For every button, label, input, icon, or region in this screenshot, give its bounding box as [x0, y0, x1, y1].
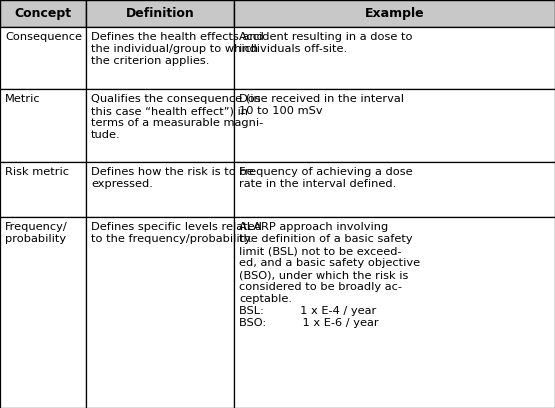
- Text: Frequency/
probability: Frequency/ probability: [5, 222, 68, 244]
- Text: Defines how the risk is to be
expressed.: Defines how the risk is to be expressed.: [91, 167, 254, 189]
- Bar: [86, 162, 234, 217]
- Bar: [86, 0, 234, 27]
- Text: Defines the health effects and
the individual/group to which
the criterion appli: Defines the health effects and the indiv…: [91, 32, 264, 66]
- Bar: [234, 27, 555, 89]
- Text: Example: Example: [365, 7, 425, 20]
- Bar: [86, 89, 234, 162]
- Text: Defines specific levels related
to the frequency/probability.: Defines specific levels related to the f…: [91, 222, 262, 244]
- Text: Consequence: Consequence: [5, 32, 82, 42]
- Text: Qualifies the consequence (in
this case “health effect”) in
terms of a measurabl: Qualifies the consequence (in this case …: [91, 94, 263, 140]
- Bar: [86, 27, 234, 89]
- Bar: [0, 89, 86, 162]
- Bar: [86, 217, 234, 408]
- Bar: [0, 217, 86, 408]
- Text: Dose received in the interval
10 to 100 mSv: Dose received in the interval 10 to 100 …: [239, 94, 404, 116]
- Text: Accident resulting in a dose to
individuals off-site.: Accident resulting in a dose to individu…: [239, 32, 412, 54]
- Bar: [234, 0, 555, 27]
- Bar: [0, 27, 86, 89]
- Text: Frequency of achieving a dose
rate in the interval defined.: Frequency of achieving a dose rate in th…: [239, 167, 412, 189]
- Text: Metric: Metric: [5, 94, 41, 104]
- Text: Definition: Definition: [125, 7, 194, 20]
- Bar: [0, 162, 86, 217]
- Text: Concept: Concept: [14, 7, 72, 20]
- Text: Risk metric: Risk metric: [5, 167, 69, 177]
- Bar: [234, 162, 555, 217]
- Bar: [0, 0, 86, 27]
- Text: ALARP approach involving
the definition of a basic safety
limit (BSL) not to be : ALARP approach involving the definition …: [239, 222, 420, 328]
- Bar: [234, 217, 555, 408]
- Bar: [234, 89, 555, 162]
